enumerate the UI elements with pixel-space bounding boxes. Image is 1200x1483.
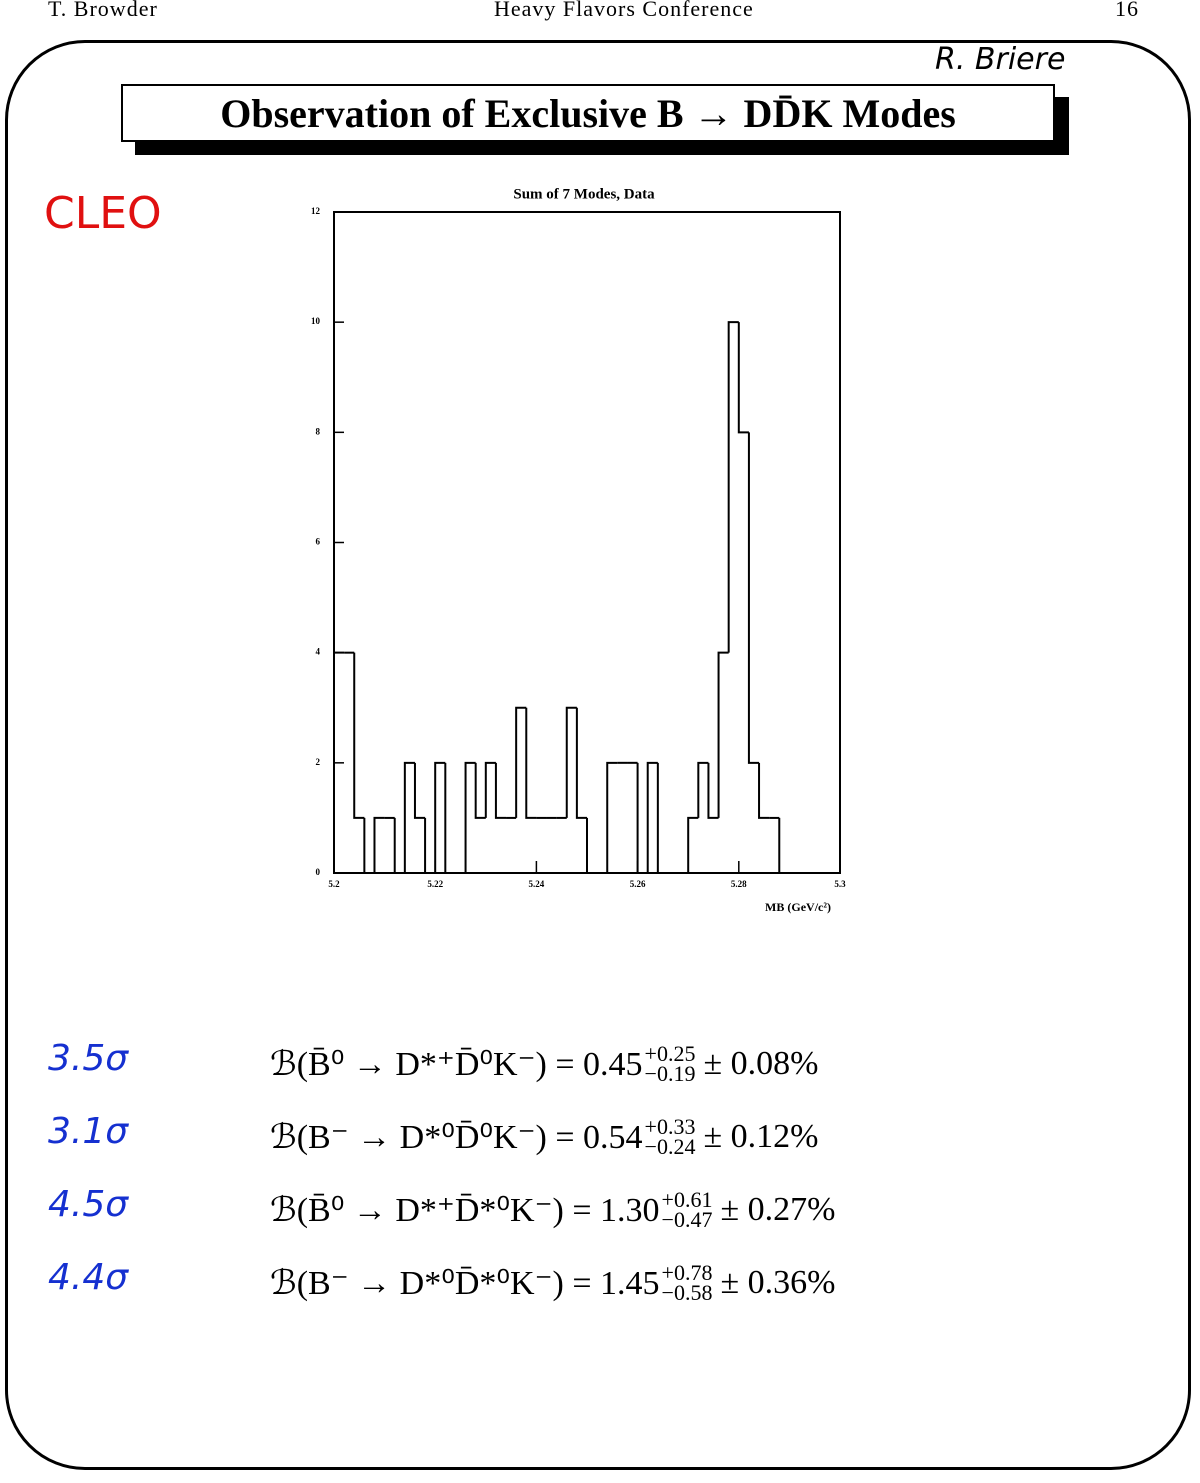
error-minus: −0.58 — [661, 1280, 713, 1305]
histogram-bin — [747, 432, 760, 764]
histogram-bin — [697, 761, 709, 818]
histogram-bin — [515, 706, 527, 818]
histogram-bin — [363, 817, 375, 874]
header-author: T. Browder — [48, 0, 158, 21]
histogram-bin — [737, 322, 749, 434]
significance: 4.4σ — [48, 1257, 129, 1298]
result-row: 3.1σ ℬ(B⁻ → D*⁰D̄⁰K⁻) = 0.54 +0.33 −0.24 ± 0… — [0, 1111, 1200, 1181]
branching-fraction: ℬ(B̄⁰ → D*⁺D̄⁰K⁻) = 0.45 +0.25 −0.19 ± 0.08… — [270, 1041, 819, 1086]
x-tick-label: 5.28 — [731, 879, 747, 889]
asymmetric-error: +0.25 −0.19 — [644, 1041, 696, 1086]
significance: 3.5σ — [48, 1038, 129, 1079]
histogram-bin — [727, 321, 739, 653]
branching-fraction: ℬ(B⁻ → D*⁰D̄⁰K⁻) = 0.54 +0.33 −0.24 ± 0.12% — [270, 1114, 819, 1159]
histogram-bin — [717, 651, 729, 818]
systematic-error: ± 0.36% — [720, 1264, 836, 1301]
branching-fraction: ℬ(B⁻ → D*⁰D̄*⁰K⁻) = 1.45 +0.78 −0.58 ± 0.36… — [270, 1260, 836, 1305]
equation-lhs: ℬ(B⁻ → D*⁰D̄⁰K⁻) = 0.54 — [270, 1119, 643, 1156]
error-minus: −0.24 — [644, 1134, 696, 1159]
asymmetric-error: +0.33 −0.24 — [644, 1114, 696, 1159]
x-tick-label: 5.26 — [630, 879, 646, 889]
histogram-bin — [687, 816, 699, 873]
x-tick-label: 5.3 — [834, 879, 846, 889]
header-conference: Heavy Flavors Conference — [494, 0, 754, 21]
systematic-error: ± 0.08% — [703, 1045, 819, 1082]
histogram-bin — [575, 707, 587, 819]
equation-lhs: ℬ(B⁻ → D*⁰D̄*⁰K⁻) = 1.45 — [270, 1265, 660, 1302]
histogram-bin — [413, 762, 426, 819]
slide-frame — [5, 40, 1191, 1470]
x-tick-label: 5.2 — [328, 879, 340, 889]
histogram-bin — [565, 706, 577, 818]
slide-title: Observation of Exclusive B → DD̄K Modes — [121, 84, 1055, 142]
histogram-bin — [424, 817, 436, 874]
y-tick-label: 12 — [311, 206, 321, 216]
histogram-bin — [525, 707, 537, 819]
chart-title: Sum of 7 Modes, Data — [513, 186, 655, 202]
significance: 3.1σ — [48, 1111, 129, 1152]
equation-lhs: ℬ(B̄⁰ → D*⁺D̄⁰K⁻) = 0.45 — [270, 1046, 643, 1083]
histogram-bin — [444, 762, 456, 874]
handwritten-author: R. Briere — [935, 42, 1066, 77]
histogram-bin — [373, 816, 385, 873]
y-tick-label: 8 — [316, 426, 321, 436]
result-row: 3.5σ ℬ(B̄⁰ → D*⁺D̄⁰K⁻) = 0.45 +0.25 −0.19 ± … — [0, 1038, 1200, 1108]
asymmetric-error: +0.78 −0.58 — [661, 1260, 713, 1305]
histogram-bin — [393, 817, 405, 874]
error-plus: +0.78 — [661, 1260, 713, 1285]
significance: 4.5σ — [48, 1184, 129, 1225]
y-tick-label: 6 — [316, 537, 321, 547]
histogram-bin — [333, 651, 345, 873]
systematic-error: ± 0.27% — [720, 1191, 836, 1228]
y-tick-label: 4 — [316, 647, 321, 657]
histogram-bin — [353, 652, 365, 819]
result-row: 4.4σ ℬ(B⁻ → D*⁰D̄*⁰K⁻) = 1.45 +0.78 −0.58 ± … — [0, 1257, 1200, 1327]
plot-frame — [333, 211, 841, 874]
error-plus: +0.33 — [644, 1114, 696, 1139]
x-axis-label: MB (GeV/c²) — [765, 900, 831, 914]
histogram-bin — [494, 762, 507, 819]
error-plus: +0.25 — [644, 1041, 696, 1066]
histogram-bin — [464, 761, 476, 873]
y-tick-label: 2 — [316, 757, 321, 767]
y-tick-label: 10 — [311, 316, 321, 326]
y-tick-label: 0 — [316, 867, 321, 877]
error-plus: +0.61 — [661, 1187, 713, 1212]
error-minus: −0.19 — [644, 1061, 696, 1086]
x-tick-label: 5.22 — [427, 879, 443, 889]
histogram-bin — [484, 761, 496, 818]
histogram-bin — [636, 762, 648, 874]
header-page: 16 — [1115, 0, 1139, 21]
x-tick-label: 5.24 — [529, 879, 545, 889]
handwritten-label: CLEO — [44, 188, 162, 239]
equation-lhs: ℬ(B̄⁰ → D*⁺D̄*⁰K⁻) = 1.30 — [270, 1192, 660, 1229]
histogram-bin — [707, 762, 719, 819]
branching-fraction: ℬ(B̄⁰ → D*⁺D̄*⁰K⁻) = 1.30 +0.61 −0.47 ± 0.2… — [270, 1187, 836, 1232]
histogram-bin — [403, 761, 415, 873]
histogram-bin — [646, 761, 658, 873]
histogram-bin — [778, 817, 790, 874]
histogram-bin — [474, 762, 486, 819]
asymmetric-error: +0.61 −0.47 — [661, 1187, 713, 1232]
error-minus: −0.47 — [661, 1207, 713, 1232]
histogram-bin — [606, 761, 618, 873]
histogram-bin — [758, 762, 770, 819]
histogram-bin — [434, 761, 446, 873]
chart: Sum of 7 Modes, Data MB (GeV/c²) 0 2 4 6 8 10… — [311, 186, 846, 914]
result-row: 4.5σ ℬ(B̄⁰ → D*⁺D̄*⁰K⁻) = 1.30 +0.61 −0.47 ±… — [0, 1184, 1200, 1254]
systematic-error: ± 0.12% — [703, 1118, 819, 1155]
histogram-bin — [586, 817, 598, 874]
histogram-bin — [656, 762, 668, 874]
